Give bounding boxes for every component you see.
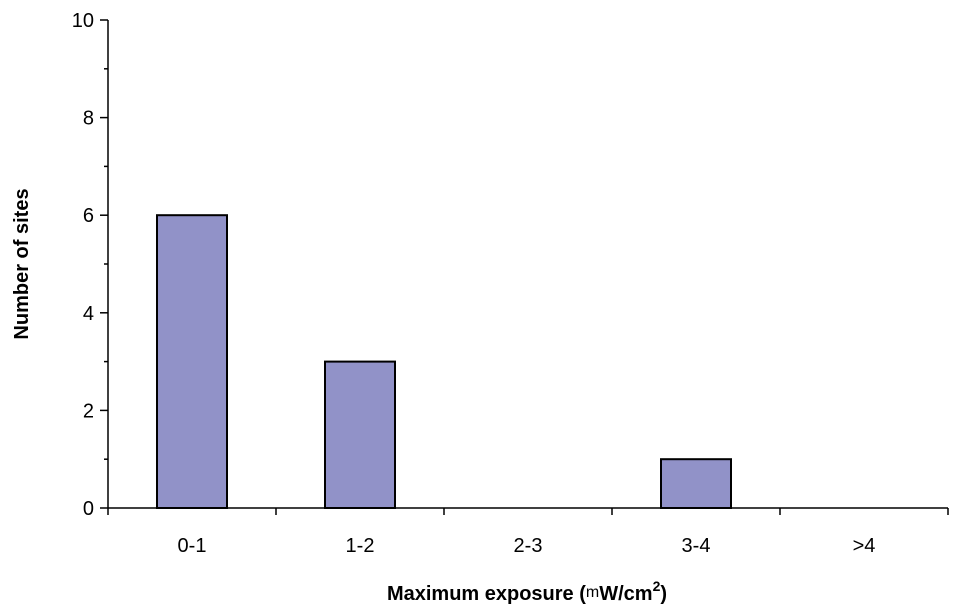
bar: [660, 458, 732, 510]
x-axis-title-prefix: Maximum exposure (: [387, 583, 586, 605]
y-axis-title: Number of sites: [11, 188, 33, 339]
x-tick-label: 0-1: [178, 535, 207, 557]
x-axis-ticks: 0-1 1-2 2-3 3-4 >4: [107, 508, 949, 557]
x-axis-title-suffix: ): [660, 583, 667, 605]
y-tick-label: 8: [83, 108, 94, 130]
x-axis-title-superscript: 2: [653, 578, 661, 594]
y-tick-label: 10: [72, 10, 94, 32]
x-tick-label: 2-3: [514, 535, 543, 557]
x-tick-label: 1-2: [346, 535, 375, 557]
x-axis-title-unit-symbol: m: [586, 584, 599, 601]
y-tick-label: 6: [83, 205, 94, 227]
bar: [156, 214, 228, 509]
bars-group: [156, 214, 732, 510]
y-tick-label: 4: [83, 303, 94, 325]
x-axis-title-unit: W/cm: [599, 583, 652, 605]
x-tick-label: >4: [853, 535, 876, 557]
x-axis-title: Maximum exposure (mW/cm2): [387, 578, 667, 605]
y-tick-label: 0: [83, 498, 94, 520]
x-tick-label: 3-4: [682, 535, 711, 557]
bar: [324, 360, 396, 509]
y-axis-ticks: 0 2 4 6 8 10: [72, 10, 108, 520]
y-tick-label: 2: [83, 400, 94, 422]
